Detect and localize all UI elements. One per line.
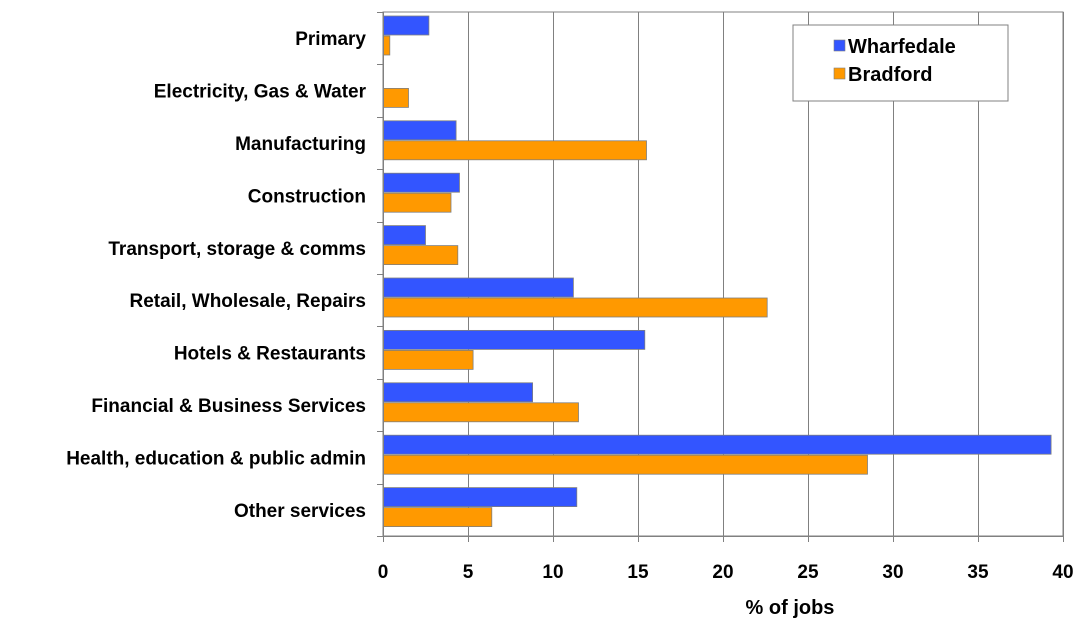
bar-wharfedale-9 xyxy=(382,487,578,508)
bar-bradford-6 xyxy=(382,349,474,370)
x-tick-label: 10 xyxy=(542,562,563,583)
category-label: Manufacturing xyxy=(235,134,366,155)
legend-label-wharfedale: Wharfedale xyxy=(848,36,956,58)
bar-bradford-3 xyxy=(382,192,452,213)
bar-wharfedale-7 xyxy=(382,382,534,403)
x-axis-title: % of jobs xyxy=(746,597,835,619)
category-label: Electricity, Gas & Water xyxy=(154,82,367,103)
x-tick-label: 25 xyxy=(797,562,819,583)
x-tick-label: 30 xyxy=(882,562,903,583)
x-tick-label: 40 xyxy=(1052,562,1073,583)
category-label: Primary xyxy=(295,29,366,50)
legend-box xyxy=(792,24,1009,102)
bar-bradford-0 xyxy=(382,35,391,56)
bar-bradford-1 xyxy=(382,88,409,108)
category-label: Financial & Business Services xyxy=(91,396,366,417)
x-tick-label: 20 xyxy=(712,562,733,583)
category-label: Other services xyxy=(234,501,366,522)
bar-bradford-4 xyxy=(382,245,459,266)
bar-bradford-5 xyxy=(382,297,768,318)
bar-bradford-8 xyxy=(382,454,868,475)
legend-swatch-wharfedale xyxy=(833,39,846,52)
legend-label-bradford: Bradford xyxy=(848,64,932,86)
category-label: Retail, Wholesale, Repairs xyxy=(129,291,366,312)
bar-wharfedale-6 xyxy=(382,329,646,350)
x-tick-label: 35 xyxy=(967,562,989,583)
bar-wharfedale-2 xyxy=(382,120,457,141)
bar-wharfedale-3 xyxy=(382,172,460,193)
bar-bradford-7 xyxy=(382,402,579,423)
category-label: Construction xyxy=(248,186,366,207)
bar-wharfedale-4 xyxy=(382,225,426,246)
bar-bradford-9 xyxy=(382,507,493,528)
bar-wharfedale-8 xyxy=(382,434,1052,455)
bar-wharfedale-5 xyxy=(382,277,574,298)
x-tick-label: 0 xyxy=(378,562,389,583)
category-label: Hotels & Restaurants xyxy=(174,344,366,365)
x-tick-label: 15 xyxy=(627,562,649,583)
x-tick-label: 5 xyxy=(463,562,474,583)
bar-bradford-2 xyxy=(382,140,647,161)
bar-wharfedale-0 xyxy=(382,15,430,36)
category-label: Health, education & public admin xyxy=(66,448,366,469)
category-label: Transport, storage & comms xyxy=(108,239,366,260)
legend-swatch-bradford xyxy=(833,67,846,80)
